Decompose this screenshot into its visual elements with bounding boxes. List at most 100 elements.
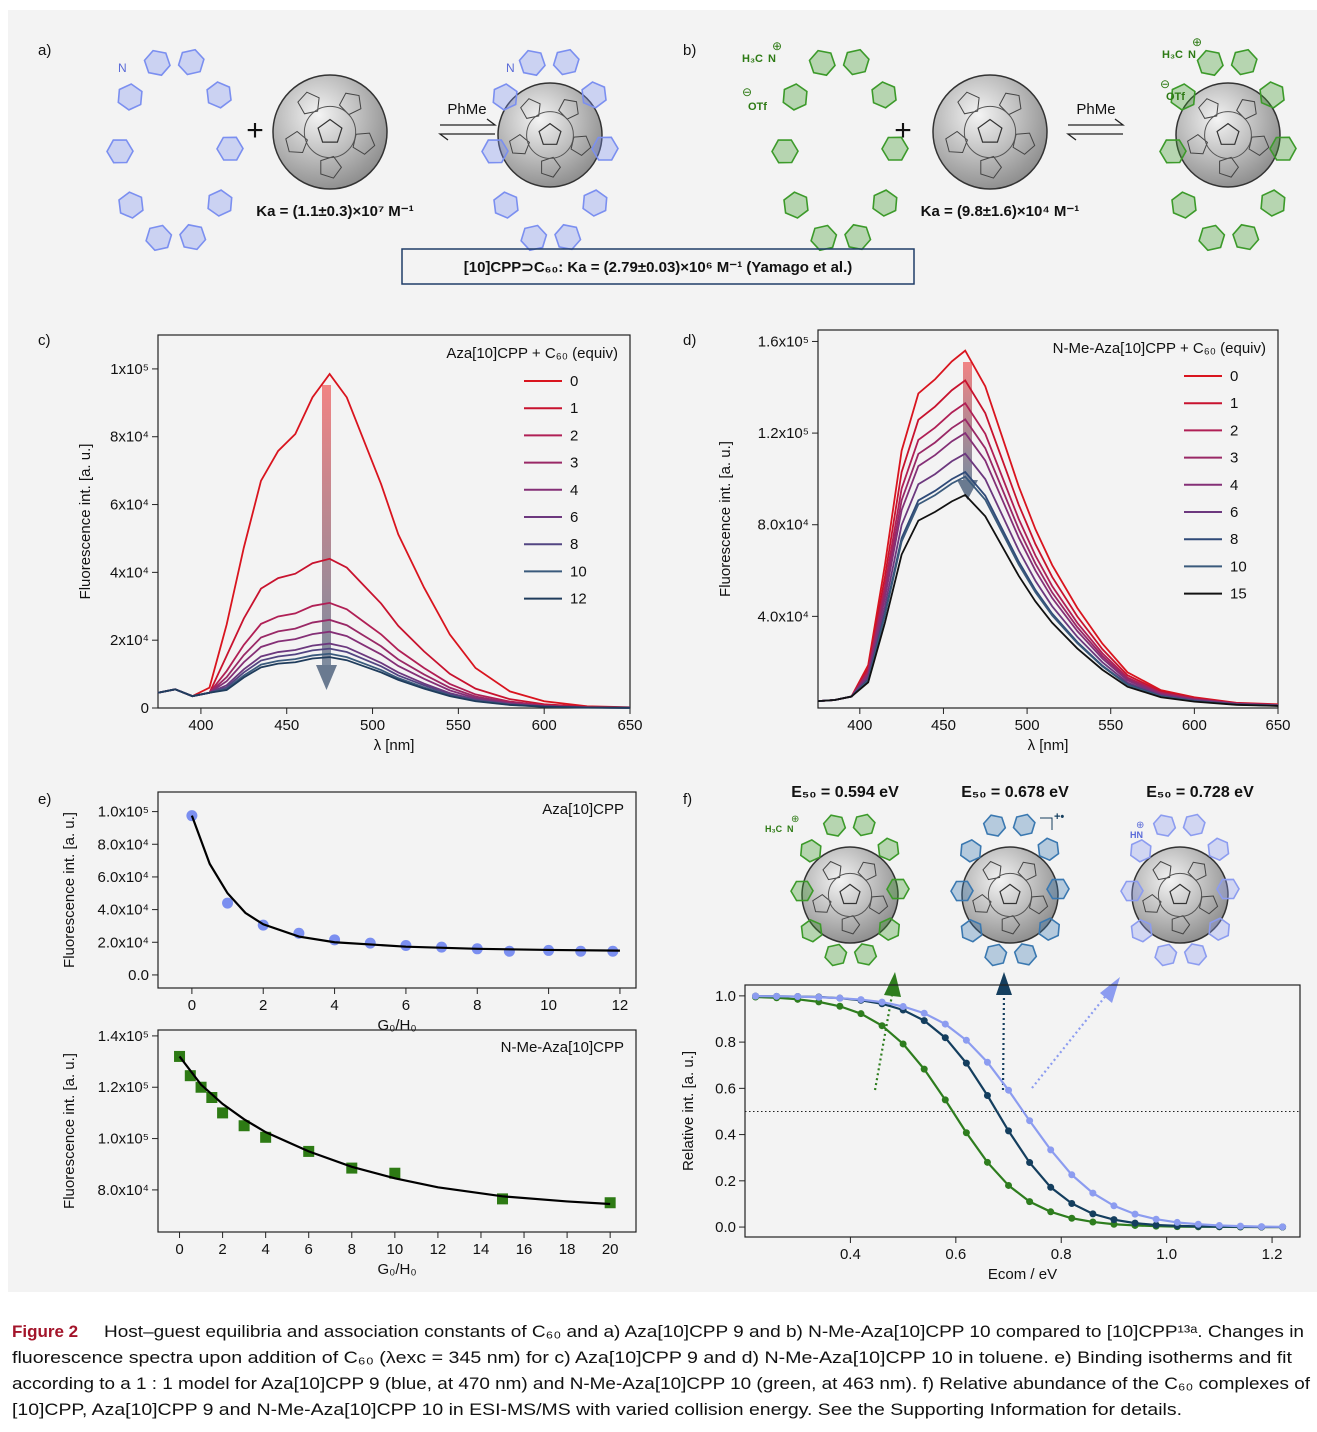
y-tick-label: 0 xyxy=(141,700,149,717)
data-point xyxy=(1258,1223,1266,1231)
legend-label: 3 xyxy=(1230,450,1238,467)
ring xyxy=(1216,878,1240,900)
ring xyxy=(853,943,878,966)
ring xyxy=(1013,943,1038,966)
y-tick-label: 4.0x10⁴ xyxy=(758,608,809,625)
x-tick-label: 10 xyxy=(540,997,557,1014)
series-line xyxy=(157,601,631,709)
data-point xyxy=(878,998,886,1006)
x-tick-label: 12 xyxy=(612,997,629,1014)
trend-arrow xyxy=(963,362,972,480)
ring xyxy=(822,814,847,837)
pointer-head xyxy=(996,972,1012,995)
y-tick-label: 1x10⁵ xyxy=(110,361,149,378)
x-tick-label: 10 xyxy=(387,1241,404,1258)
ring xyxy=(106,139,134,164)
data-point xyxy=(1005,1086,1013,1094)
plot-frame xyxy=(817,329,1279,709)
x-tick-label: 2 xyxy=(259,997,267,1014)
y-tick-label: 1.0 xyxy=(715,988,736,1005)
association-constant: Ka = (1.1±0.3)×10⁷ M⁻¹ xyxy=(256,203,413,220)
fullerene xyxy=(961,846,1059,944)
series-line xyxy=(817,431,1279,707)
y-tick-label: 8.0x10⁴ xyxy=(758,517,809,534)
figure-background xyxy=(8,10,1317,1292)
legend-label: 1 xyxy=(570,400,578,417)
y-tick-label: 8x10⁴ xyxy=(110,429,149,446)
x-tick-label: 550 xyxy=(1098,717,1123,734)
data-point xyxy=(899,1040,907,1048)
ring xyxy=(1130,918,1153,943)
ring xyxy=(582,189,608,217)
caption-label: Figure 2 xyxy=(12,1322,78,1341)
x-axis-label: λ [nm] xyxy=(1028,737,1069,754)
data-point xyxy=(1152,1215,1160,1223)
ring xyxy=(1259,81,1285,109)
ring xyxy=(117,83,143,111)
y-tick-label: 4.0x10⁴ xyxy=(98,902,149,919)
atom-label: H₃C xyxy=(765,824,783,834)
series-line xyxy=(817,475,1279,707)
series-line xyxy=(157,557,631,709)
ring xyxy=(959,838,982,863)
ring xyxy=(177,48,205,76)
y-tick-label: 1.4x10⁵ xyxy=(98,1028,149,1045)
data-point xyxy=(195,1081,207,1093)
fullerene xyxy=(932,74,1048,190)
trend-arrow-head xyxy=(316,665,337,690)
y-tick-label: 2x10⁴ xyxy=(110,632,149,649)
plot-frame xyxy=(157,1029,637,1233)
ring xyxy=(1038,917,1061,942)
ring xyxy=(810,224,838,252)
series-line xyxy=(817,493,1279,707)
fullerene-face xyxy=(1216,122,1240,145)
x-tick-label: 4 xyxy=(261,1241,269,1258)
chart: 400 450 500 550 600 650 4.0x10⁴ 8.0x10⁴ 1.2x10⁵ 1… xyxy=(717,329,1291,754)
legend-label: 4 xyxy=(1230,477,1238,494)
x-axis-label: G₀/H₀ xyxy=(377,1017,416,1034)
data-point xyxy=(1026,1117,1034,1125)
data-point xyxy=(1068,1171,1076,1179)
ring xyxy=(878,917,901,942)
ring xyxy=(886,878,910,900)
legend-label: 10 xyxy=(570,563,587,580)
ring xyxy=(1182,813,1206,837)
ring xyxy=(1120,880,1144,902)
data-point xyxy=(329,934,341,946)
bracket xyxy=(1040,817,1053,830)
x-tick-label: 600 xyxy=(532,717,557,734)
atom-label: N xyxy=(118,61,127,75)
legend-label: 6 xyxy=(1230,504,1238,521)
data-point xyxy=(752,992,760,1000)
chart: 0 2 4 6 8 10 12 14 16 18 20 8.0x10⁴ 1.0x10⁵ 1.2x10⁵ 1.… xyxy=(61,1028,637,1278)
reference-constant: [10]CPP⊃C₆₀: Ka = (2.79±0.03)×10⁶ M⁻¹ (Y… xyxy=(464,259,853,276)
caption-line: Host–guest equilibria and association co… xyxy=(104,1322,1304,1341)
fullerene-face xyxy=(352,132,376,155)
ring xyxy=(554,223,582,251)
fullerene-face xyxy=(977,118,1003,143)
legend-label: 2 xyxy=(570,427,578,444)
data-point xyxy=(503,945,515,957)
x-tick-label: 650 xyxy=(1265,717,1290,734)
ring xyxy=(552,48,580,76)
data-point xyxy=(983,1058,991,1066)
ring xyxy=(206,81,232,109)
panel-label: c) xyxy=(38,332,51,349)
x-tick-label: 600 xyxy=(1182,717,1207,734)
y-tick-label: 8.0x10⁴ xyxy=(98,1182,149,1199)
x-tick-label: 400 xyxy=(188,717,213,734)
data-point xyxy=(983,1092,991,1100)
data-point xyxy=(184,1070,196,1082)
ring xyxy=(145,224,173,252)
ring xyxy=(1171,191,1197,219)
series-line xyxy=(755,995,1283,1228)
ring xyxy=(1269,136,1297,161)
fullerene-face xyxy=(1028,895,1049,915)
data-point xyxy=(1152,1221,1160,1229)
pointer-arrows xyxy=(873,992,1109,1091)
caption-line: fluorescence spectra upon addition of C₆… xyxy=(12,1348,1292,1367)
data-point xyxy=(1236,1222,1244,1230)
x-tick-label: 16 xyxy=(516,1241,533,1258)
data-point xyxy=(983,1158,991,1166)
atom-label: ⊕ xyxy=(1192,35,1202,49)
